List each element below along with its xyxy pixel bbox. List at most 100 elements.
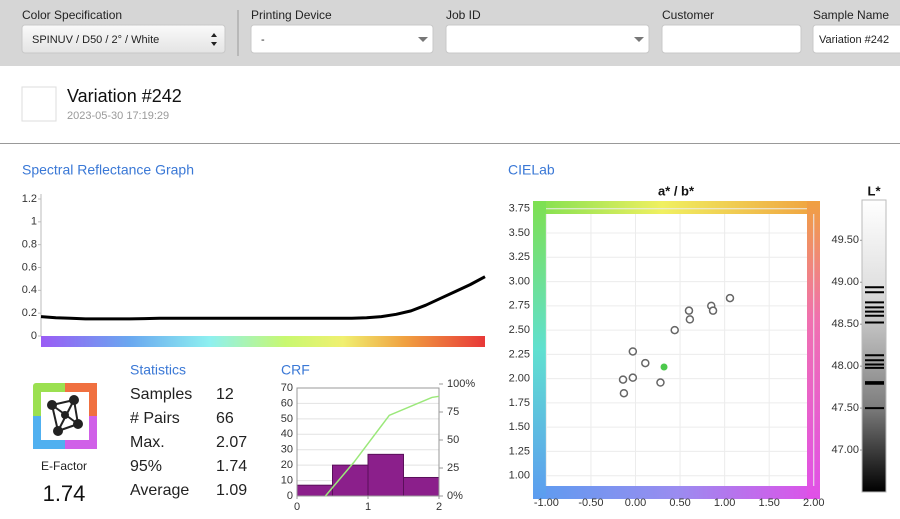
- y-tick-label: 3.50: [509, 227, 530, 239]
- sample-point: [708, 306, 718, 315]
- stat-label: Max.: [130, 434, 165, 451]
- y-tick-label: 2.25: [509, 348, 530, 360]
- field-label: Printing Device: [251, 8, 332, 22]
- stat-value: 1.74: [216, 458, 247, 475]
- y-tick-label: 0: [287, 490, 293, 502]
- select-arrow: [418, 37, 428, 42]
- y-tick-label: 0: [31, 330, 37, 342]
- y2-tick-label: 25: [447, 462, 459, 474]
- ab-plot: [546, 214, 807, 486]
- sample-point: [670, 325, 679, 335]
- swatch: [21, 86, 57, 122]
- field-label: Customer: [662, 8, 714, 22]
- x-tick-label: 1: [365, 501, 371, 513]
- field-label: Color Specification: [22, 8, 122, 22]
- y-tick-label: 3.75: [509, 203, 530, 215]
- y-tick-label: 2.50: [509, 324, 530, 336]
- y-tick-label: 2.00: [509, 373, 530, 385]
- sample-point: [656, 378, 665, 387]
- sample-point: [619, 388, 629, 398]
- stat-label: Samples: [130, 386, 192, 403]
- y-tick-label: 30: [281, 444, 293, 456]
- y-tick-label: 48.00: [831, 360, 859, 372]
- x-tick-label: 0.00: [625, 497, 646, 509]
- y2-tick-label: 75: [447, 406, 459, 418]
- sample-point: [628, 373, 638, 382]
- histogram-bar: [367, 453, 404, 497]
- histogram-bar: [403, 476, 440, 497]
- y2-tick-label: 50: [447, 434, 459, 446]
- y-tick-label: 1.2: [22, 193, 37, 205]
- ab-border: [533, 201, 546, 499]
- efactor-icon: [33, 383, 97, 449]
- stat-value: 2.07: [216, 434, 247, 451]
- x-tick-label: 0: [294, 501, 300, 513]
- efactor-value: 1.74: [43, 481, 86, 506]
- sample-point: [725, 293, 735, 303]
- y-tick-label: 48.50: [831, 318, 859, 330]
- text-input[interactable]: [812, 24, 900, 54]
- x-tick-label: 0.50: [669, 497, 690, 509]
- y-tick-label: 50: [281, 413, 293, 425]
- stat-label: 95%: [130, 458, 162, 475]
- select[interactable]: [250, 24, 434, 54]
- sample-point: [641, 358, 650, 368]
- y-tick-label: 20: [281, 459, 293, 471]
- text-input[interactable]: [661, 24, 802, 54]
- plot-frame: [296, 387, 440, 497]
- y2-tick-label: 100%: [447, 378, 475, 390]
- stat-value: 1.09: [216, 482, 247, 499]
- y-tick-label: 60: [281, 397, 293, 409]
- stat-value: 12: [216, 386, 234, 403]
- select[interactable]: [445, 24, 650, 54]
- section-title: CRF: [281, 362, 310, 378]
- y-tick-label: 49.50: [831, 234, 859, 246]
- section-title: Statistics: [130, 362, 186, 378]
- x-tick-label: 1.00: [714, 497, 735, 509]
- timestamp: 2023-05-30 17:19:29: [67, 110, 169, 122]
- y-tick-label: 1.50: [509, 421, 530, 433]
- x-tick-label: 1.50: [758, 497, 779, 509]
- y-tick-label: 70: [281, 382, 293, 394]
- y-tick-label: 49.00: [831, 276, 859, 288]
- field-value: Variation #242: [819, 34, 889, 46]
- spectrum-bar: [41, 336, 485, 347]
- section-title: CIELab: [508, 162, 555, 178]
- sample-title: Variation #242: [67, 86, 182, 106]
- sample-point: [618, 375, 628, 384]
- y-tick-label: 0.8: [22, 239, 37, 251]
- y-tick-label: 3.00: [509, 275, 530, 287]
- y-tick-label: 1: [31, 216, 37, 228]
- x-tick-label: -1.00: [534, 497, 559, 509]
- y2-tick-label: 0%: [447, 490, 463, 502]
- field-label: Job ID: [446, 8, 481, 22]
- select-arrows: [211, 33, 217, 46]
- reflectance-line: [40, 275, 486, 321]
- x-tick-label: -0.50: [578, 497, 603, 509]
- y-tick-label: 3.25: [509, 251, 530, 263]
- stat-label: # Pairs: [130, 410, 180, 427]
- ab-border: [533, 201, 820, 214]
- y-tick-label: 0.6: [22, 261, 37, 273]
- chart-title: L*: [868, 183, 882, 198]
- section-title: Spectral Reflectance Graph: [22, 162, 194, 178]
- stat-value: 66: [216, 410, 234, 427]
- ab-border: [533, 486, 820, 499]
- field-value: SPINUV / D50 / 2° / White: [32, 34, 159, 46]
- y-tick-label: 2.75: [509, 300, 530, 312]
- sample-point: [628, 347, 638, 356]
- y-tick-label: 0.2: [22, 307, 37, 319]
- select-arrow: [634, 37, 644, 42]
- y-tick-label: 47.00: [831, 444, 859, 456]
- field-value: -: [261, 34, 265, 46]
- average-point: [660, 363, 668, 371]
- y-tick-label: 40: [281, 428, 293, 440]
- select[interactable]: [21, 24, 226, 54]
- y-tick-label: 1.75: [509, 397, 530, 409]
- field-label: Sample Name: [813, 8, 889, 22]
- y-tick-label: 47.50: [831, 402, 859, 414]
- y-tick-label: 1.00: [509, 470, 530, 482]
- efactor-label: E-Factor: [41, 459, 87, 473]
- sample-point: [685, 315, 695, 324]
